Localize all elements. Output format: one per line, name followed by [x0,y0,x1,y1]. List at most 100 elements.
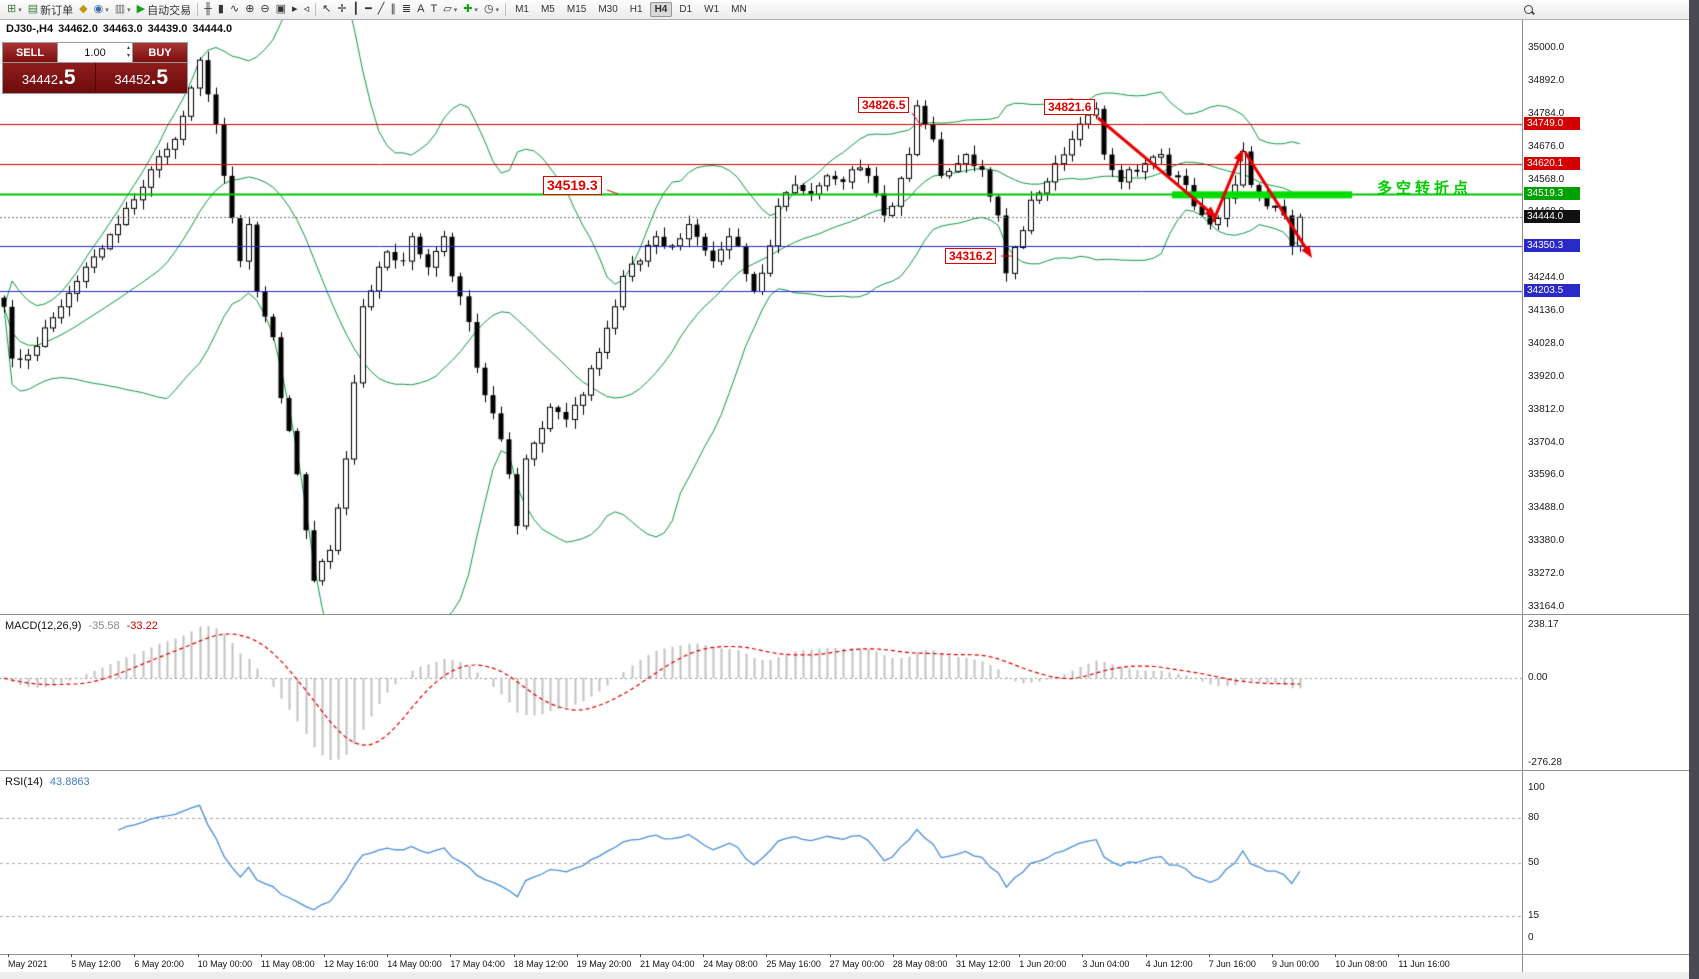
volume-increase-button[interactable]: ▴ [126,45,130,51]
cursor-button[interactable]: ↖ [319,1,334,18]
search-button[interactable] [1523,4,1535,16]
line-chart-button[interactable]: ∿ [227,1,242,18]
chart-shift-button[interactable]: ◃ [301,1,313,18]
crosshair-button[interactable]: ✛ [334,1,349,18]
new-order-button[interactable]: ▤ 新订单 [25,1,76,18]
time-axis-tick [703,954,705,957]
timeframe-m15-button[interactable]: M15 [566,4,587,15]
text-button[interactable]: A [414,1,427,18]
price-tag[interactable]: 34350.3 [1524,239,1580,252]
periods-button[interactable]: ◷ ▾ [481,1,502,18]
docked-panel-edge[interactable] [1689,0,1699,979]
charts-grid-button[interactable]: ▥ ▾ [112,1,134,18]
price-axis-label: 33704.0 [1528,437,1565,448]
bar-chart-icon: ╫ [204,3,212,15]
symbols-button[interactable]: ◆ [76,1,90,18]
toolbar-separator [505,3,507,16]
time-axis-label: May 2021 [8,959,48,969]
vertical-line-button[interactable]: ┃ [350,1,363,18]
candlestick-chart-button[interactable]: ▮ [215,1,227,18]
time-axis-label: 4 Jun 12:00 [1145,959,1193,969]
auto-scroll-icon: ▸ [292,3,298,15]
time-axis-tick [450,954,452,957]
time-axis-label: 19 May 20:00 [576,959,632,969]
price-tag[interactable]: 34749.0 [1524,117,1580,130]
price-axis-label: 34244.0 [1528,272,1565,283]
symbols-icon: ◆ [79,3,88,15]
tile-windows-button[interactable]: ▣ [273,1,289,18]
trendline-button[interactable]: ╱ [375,1,388,18]
horizontal-line-button[interactable]: ━ [362,1,375,18]
price-tag[interactable]: 34519.3 [1524,187,1580,200]
toolbar-separator [315,3,317,16]
auto-scroll-button[interactable]: ▸ [289,1,301,18]
timeframe-m1-button[interactable]: M1 [515,4,529,15]
buy-price-display[interactable]: 34452 .5 [94,63,187,93]
panel-divider[interactable] [0,770,1689,771]
dropdown-arrow-icon: ▾ [105,6,109,14]
zoom-in-icon: ⊕ [245,3,255,15]
macd-name: MACD(12,26,9) [5,620,82,632]
buy-button[interactable]: BUY [133,43,187,62]
sell-price-display[interactable]: 34442 .5 [3,63,95,93]
price-tag[interactable]: 34620.1 [1524,157,1580,170]
timeframe-h1-button[interactable]: H1 [629,4,643,15]
timeframe-m5-button[interactable]: M5 [540,4,555,15]
dropdown-arrow-icon: ▾ [474,6,478,14]
shapes-button[interactable]: ▱ ▾ [440,1,460,18]
timeframe-mn-button[interactable]: MN [731,4,747,15]
bar-chart-button[interactable]: ╫ [201,1,215,18]
time-axis-tick [1019,954,1021,957]
zoom-in-button[interactable]: ⊕ [242,1,257,18]
label-button[interactable]: T [427,1,440,18]
buy-price-main: 34452 [114,72,151,87]
price-axis[interactable]: 35000.034892.034784.034676.034568.034460… [1523,20,1689,972]
zoom-out-button[interactable]: ⊖ [257,1,272,18]
macd-axis-max: 238.17 [1528,619,1559,630]
price-callout[interactable]: 34826.5 [858,97,910,113]
price-tag[interactable]: 34444.0 [1524,210,1580,223]
timeframe-d1-button[interactable]: D1 [679,4,693,15]
chart-annotation-text[interactable]: 多空转折点 [1377,180,1473,197]
macd-panel-canvas[interactable] [0,616,1522,770]
time-axis-tick [387,954,389,957]
timeframe-h4-button[interactable]: H4 [649,2,673,17]
timeframe-m30-button[interactable]: M30 [598,4,618,15]
time-axis-label: 10 May 00:00 [197,959,253,969]
add-indicator-button[interactable]: ✚ ▾ [460,1,481,18]
main-chart-canvas[interactable] [0,20,1522,614]
charts-grid-icon: ▥ [114,3,126,15]
fibonacci-button[interactable]: ≣ [399,1,414,18]
channel-button[interactable]: ∥ [387,1,399,18]
sell-price-main: 34442 [21,72,59,87]
chart-window: DJ30-,H4 34462.0 34463.0 34439.0 34444.0 SEL… [0,20,1699,979]
time-axis-tick [197,954,199,957]
price-axis-label: 33920.0 [1528,371,1565,382]
price-tag[interactable]: 34203.5 [1524,284,1580,297]
price-callout[interactable]: 34316.2 [945,248,997,264]
price-callout[interactable]: 34519.3 [543,176,602,195]
rsi-panel-canvas[interactable] [0,772,1522,954]
rsi-name: RSI(14) [5,776,43,788]
time-axis-tick [892,954,894,957]
timeframe-w1-button[interactable]: W1 [704,4,720,15]
volume-decrease-button[interactable]: ▾ [126,53,130,59]
profiles-button[interactable]: ◉ ▾ [91,1,112,18]
price-callout[interactable]: 34821.6 [1044,99,1096,115]
volume-input[interactable]: 1.00 ▴ ▾ [57,43,133,62]
autotrade-button[interactable]: ▶ 自动交易 [134,1,194,18]
time-axis-tick [766,954,768,957]
zoom-out-icon: ⊖ [260,3,270,15]
new-chart-button[interactable]: ⊞ ▾ [4,1,25,18]
dropdown-arrow-icon: ▾ [453,6,458,14]
time-axis-label: 12 May 16:00 [324,959,379,969]
chart-low: 34439.0 [147,23,188,35]
price-axis-label: 34784.0 [1528,108,1565,119]
price-axis-label: 33488.0 [1528,502,1565,513]
buy-price-fraction: .5 [150,66,169,89]
panel-divider[interactable] [0,614,1689,615]
rsi-value: 43.8863 [49,776,90,788]
crosshair-icon: ✛ [337,3,347,15]
sell-button[interactable]: SELL [3,43,57,62]
time-axis-label: 14 May 00:00 [387,959,442,969]
